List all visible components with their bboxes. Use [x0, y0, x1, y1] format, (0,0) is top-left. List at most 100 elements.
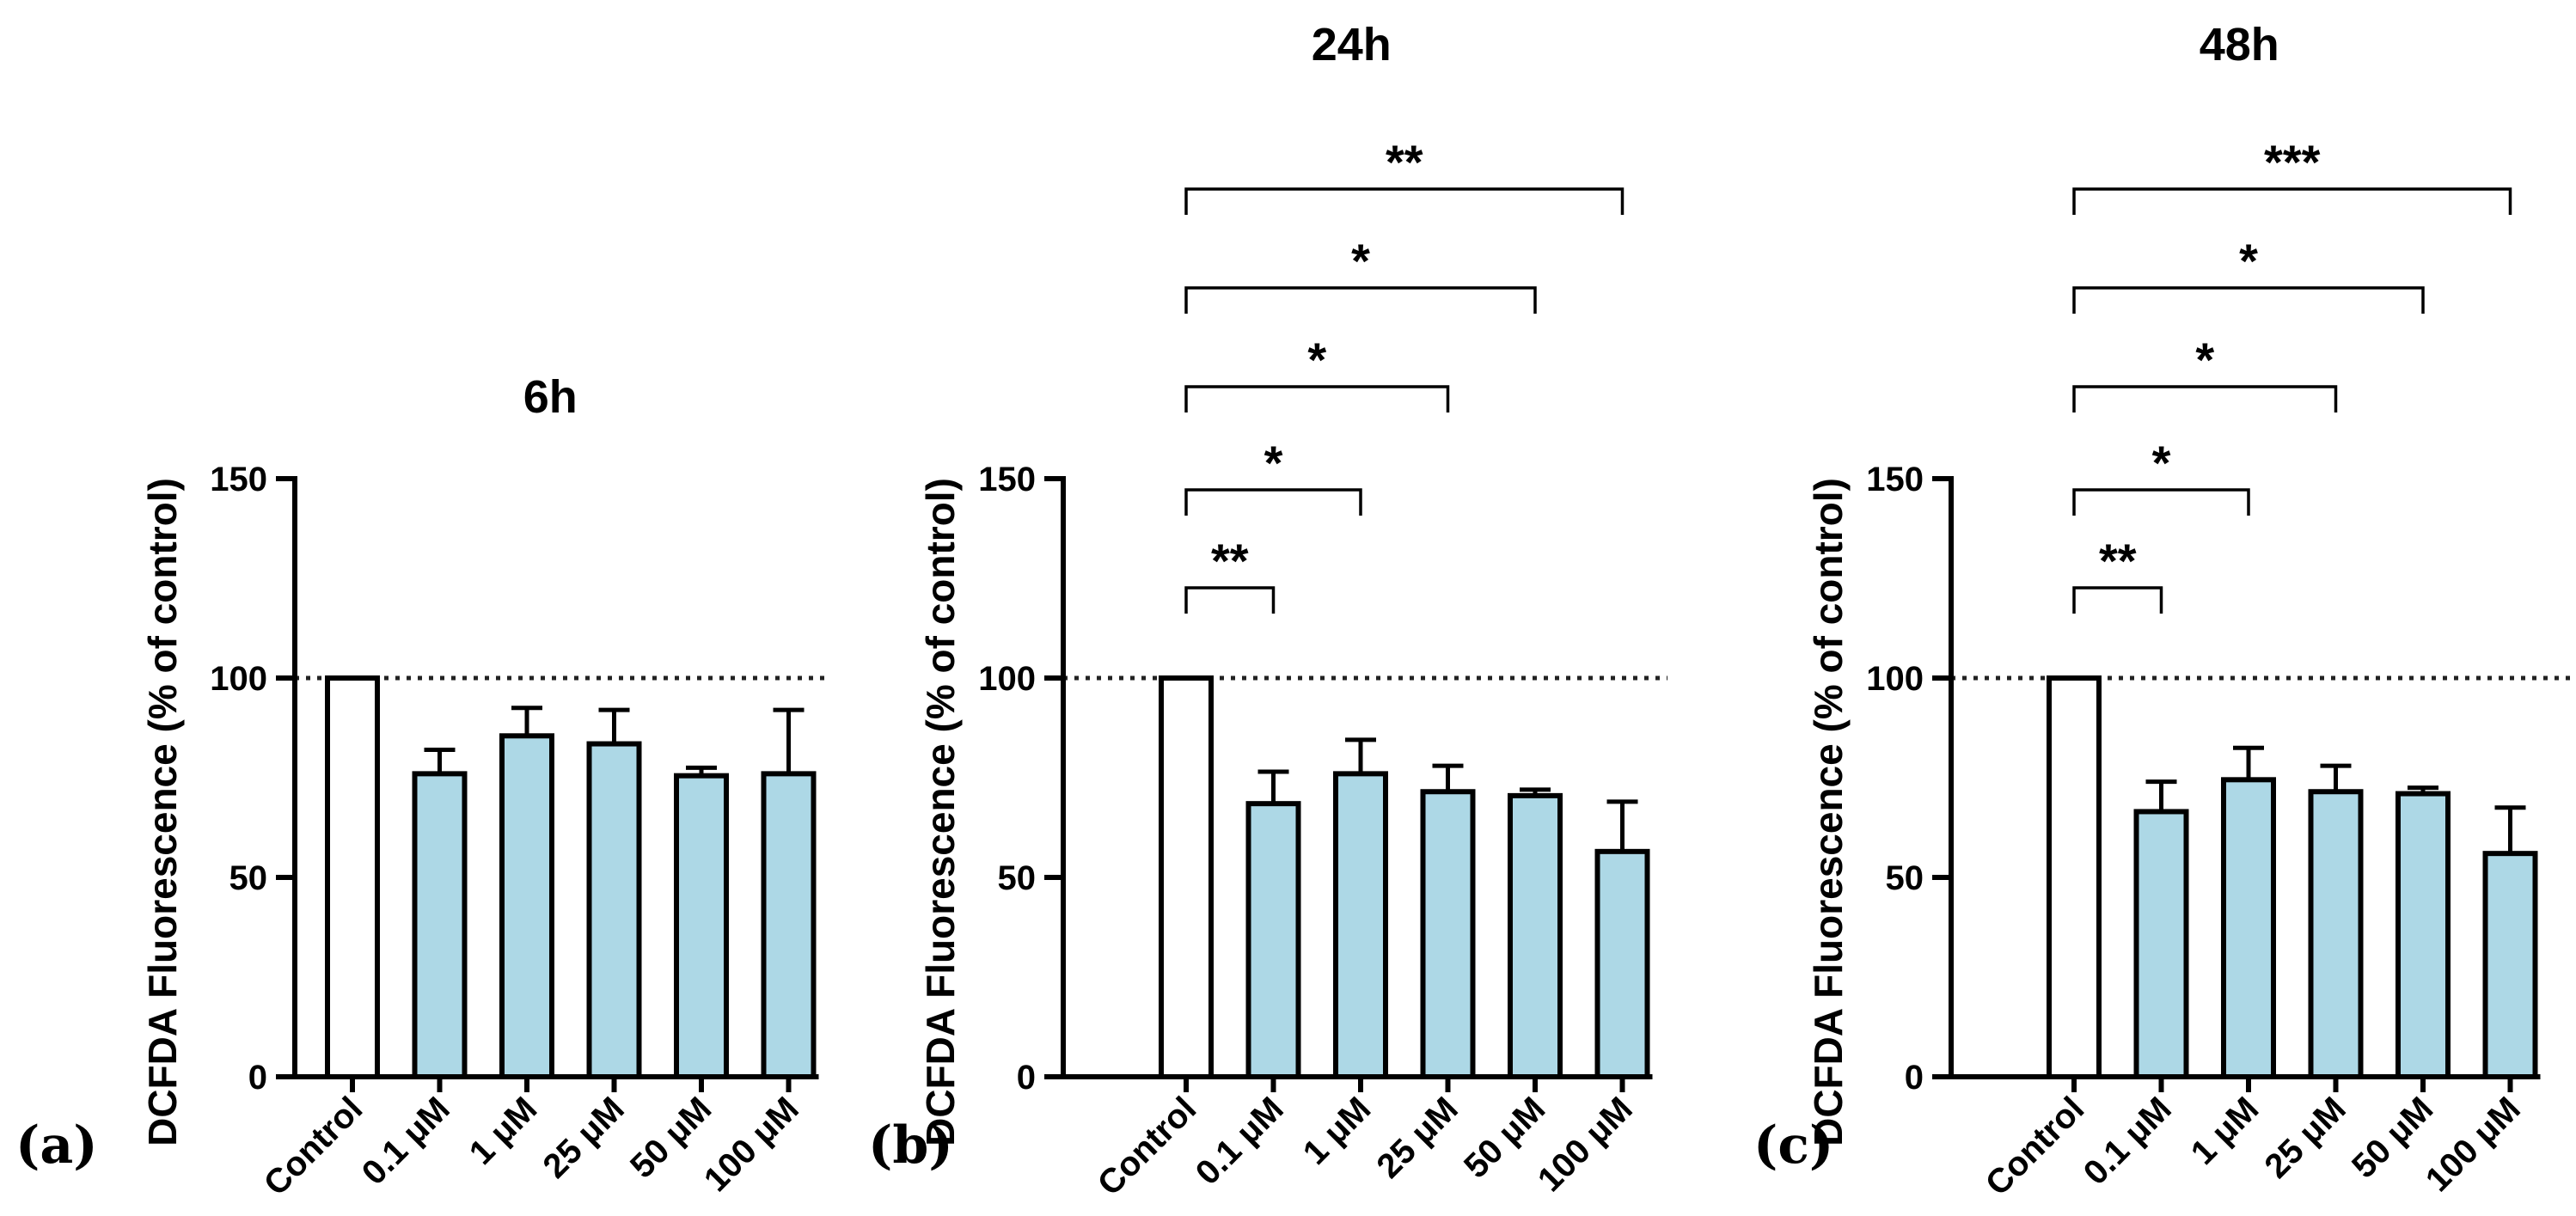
y-axis-label: DCFDA Fluorescence (% of control): [1806, 478, 1851, 1146]
significance-bracket-3: *: [1184, 333, 1450, 412]
error-bar-5: [1520, 787, 1551, 796]
error-bar-3: [2233, 745, 2264, 780]
bracket-line: [2072, 488, 2250, 516]
bracket-line: [2072, 286, 2425, 314]
significance-label: *: [1351, 234, 1370, 288]
y-tick-label: 50: [229, 859, 268, 897]
bar-3: [1333, 771, 1388, 1079]
bar-5: [674, 773, 729, 1079]
bar-6: [1594, 848, 1650, 1080]
category-label: 1 μM: [462, 1090, 545, 1172]
panel-label: (b): [868, 1115, 953, 1176]
error-bar-2: [1257, 769, 1289, 804]
bracket-line: [1184, 586, 1276, 614]
category-label: 0.1 μM: [1189, 1090, 1291, 1192]
error-bar-6: [2494, 805, 2526, 854]
error-bar-3: [1345, 737, 1376, 774]
category-label: 25 μM: [2258, 1090, 2353, 1185]
significance-label: **: [2099, 534, 2137, 588]
y-tick-label: 150: [1866, 461, 1924, 498]
error-bar-4: [598, 707, 630, 744]
significance-label: *: [2239, 234, 2258, 288]
y-tick-label: 100: [1866, 660, 1924, 698]
significance-bracket-2: *: [2072, 436, 2250, 516]
bracket-line: [1184, 385, 1450, 412]
bar-4: [586, 741, 642, 1079]
bar-3: [2221, 777, 2276, 1079]
bar-4: [1420, 789, 1476, 1079]
bar-6: [2482, 851, 2538, 1079]
chart-title: 48h: [2200, 19, 2279, 70]
significance-bracket-1: **: [1184, 534, 1276, 614]
significance-label: *: [2195, 333, 2214, 387]
chart-title: 6h: [523, 371, 578, 423]
error-bar-5: [686, 765, 717, 776]
significance-bracket-1: **: [2072, 534, 2163, 614]
error-bar-4: [1432, 763, 1464, 792]
bracket-line: [2072, 586, 2163, 614]
significance-bracket-5: ***: [2072, 135, 2512, 215]
error-bar-4: [2320, 763, 2352, 792]
chart-title: 24h: [1312, 19, 1392, 70]
bar-6: [761, 771, 817, 1079]
bar-5: [1508, 792, 1563, 1079]
bar-2: [2133, 809, 2189, 1079]
category-label: 25 μM: [536, 1090, 632, 1185]
error-bar-3: [511, 706, 542, 736]
panel-2: 24h (b)DCFDA Fluorescence (% of control) 0…: [868, 19, 1667, 1203]
bracket-line: [1184, 187, 1625, 215]
bar-3: [499, 733, 554, 1080]
category-label: 100 μM: [1531, 1090, 1640, 1199]
significance-label: **: [1386, 135, 1423, 189]
y-tick-label: 150: [978, 461, 1036, 498]
category-label: 25 μM: [1370, 1090, 1465, 1185]
significance-label: *: [1307, 333, 1326, 387]
category-label: Control: [1091, 1090, 1204, 1203]
significance-label: **: [1211, 534, 1249, 588]
bracket-line: [2072, 187, 2512, 215]
category-label: Control: [257, 1090, 370, 1203]
error-bar-6: [773, 707, 805, 774]
y-tick-label: 50: [998, 859, 1037, 897]
significance-label: ***: [2264, 135, 2321, 189]
error-bar-2: [2145, 779, 2177, 812]
significance-bracket-4: *: [1184, 234, 1537, 314]
significance-label: *: [1264, 436, 1283, 490]
y-axis-label: DCFDA Fluorescence (% of control): [140, 478, 185, 1146]
bracket-line: [1184, 286, 1537, 314]
panel-label: (c): [1753, 1115, 1833, 1176]
y-tick-label: 150: [210, 461, 267, 498]
y-tick-label: 0: [1905, 1059, 1924, 1097]
significance-bracket-2: *: [1184, 436, 1362, 516]
category-label: 0.1 μM: [2077, 1090, 2179, 1192]
error-bar-6: [1606, 799, 1638, 852]
category-label: 1 μM: [1296, 1090, 1379, 1172]
category-label: 100 μM: [2419, 1090, 2528, 1199]
bar-1: [2047, 675, 2102, 1079]
error-bar-2: [424, 748, 456, 774]
y-tick-label: 50: [1886, 859, 1924, 897]
bar-2: [412, 771, 468, 1079]
y-tick-label: 0: [248, 1059, 267, 1097]
significance-label: *: [2152, 436, 2171, 490]
bracket-line: [2072, 385, 2338, 412]
category-label: 0.1 μM: [355, 1090, 457, 1192]
category-label: 100 μM: [697, 1090, 806, 1199]
bar-4: [2308, 789, 2364, 1079]
y-axis-label: DCFDA Fluorescence (% of control): [918, 478, 963, 1146]
significance-bracket-5: **: [1184, 135, 1625, 215]
panel-label: (a): [15, 1115, 98, 1176]
category-label: 1 μM: [2184, 1090, 2267, 1172]
panel-3: 48h (c)DCFDA Fluorescence (% of control) 0…: [1753, 19, 2576, 1203]
error-bar-5: [2408, 785, 2438, 794]
y-tick-label: 0: [1017, 1059, 1036, 1097]
category-label: Control: [1979, 1090, 2092, 1203]
bracket-line: [1184, 488, 1362, 516]
significance-bracket-3: *: [2072, 333, 2338, 412]
y-tick-label: 100: [210, 660, 267, 698]
bar-2: [1245, 801, 1301, 1079]
significance-bracket-4: *: [2072, 234, 2425, 314]
bar-5: [2395, 791, 2451, 1079]
y-tick-label: 100: [978, 660, 1036, 698]
